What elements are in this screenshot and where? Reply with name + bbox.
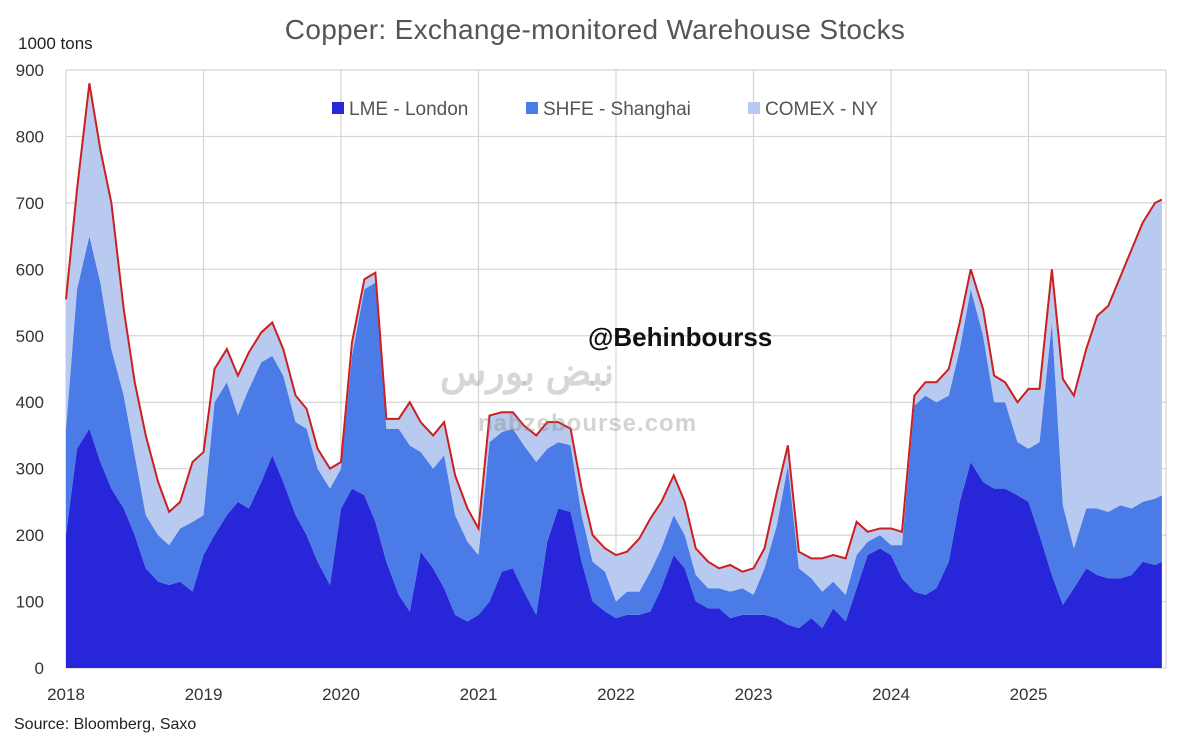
x-axis-ticks: 2018 2019 2020 2021 2022 2023 2024 2025 bbox=[47, 685, 1047, 704]
area-series-1 bbox=[66, 428, 1162, 668]
y-tick-label: 0 bbox=[35, 659, 44, 678]
x-tick-label: 2022 bbox=[597, 685, 635, 704]
total-stock-line bbox=[65, 83, 1163, 573]
x-tick-label: 2025 bbox=[1010, 685, 1048, 704]
y-tick-label: 100 bbox=[16, 593, 44, 612]
x-tick-label: 2020 bbox=[322, 685, 360, 704]
y-tick-label: 200 bbox=[16, 526, 44, 545]
x-tick-label: 2019 bbox=[185, 685, 223, 704]
source-note: Source: Bloomberg, Saxo bbox=[14, 716, 197, 733]
y-tick-label: 500 bbox=[16, 327, 44, 346]
x-tick-label: 2018 bbox=[47, 685, 85, 704]
y-tick-label: 900 bbox=[16, 61, 44, 80]
y-tick-label: 600 bbox=[16, 260, 44, 279]
watermark-persian: نبض بورس bbox=[440, 352, 615, 394]
y-tick-label: 400 bbox=[16, 393, 44, 412]
x-tick-label: 2023 bbox=[735, 685, 773, 704]
y-axis-unit-label: 1000 tons bbox=[18, 34, 93, 53]
y-axis-ticks: 0 100 200 300 400 500 600 700 800 900 bbox=[16, 61, 44, 678]
chart-title: Copper: Exchange-monitored Warehouse Sto… bbox=[284, 14, 906, 45]
legend-swatch bbox=[332, 102, 344, 114]
y-tick-label: 700 bbox=[16, 194, 44, 213]
watermark-site: nabzebourse.com bbox=[478, 410, 698, 437]
y-tick-label: 300 bbox=[16, 460, 44, 479]
x-tick-label: 2021 bbox=[460, 685, 498, 704]
legend-label: COMEX - NY bbox=[765, 99, 878, 120]
series-areas bbox=[66, 83, 1162, 668]
legend-swatch bbox=[748, 102, 760, 114]
total-line bbox=[65, 83, 1163, 573]
legend-label: SHFE - Shanghai bbox=[543, 99, 691, 120]
legend: LME - London SHFE - Shanghai COMEX - NY bbox=[332, 99, 878, 120]
legend-label: LME - London bbox=[349, 99, 468, 120]
y-tick-label: 800 bbox=[16, 127, 44, 146]
legend-swatch bbox=[526, 102, 538, 114]
watermark-handle: @Behinbourss bbox=[588, 322, 773, 352]
x-tick-label: 2024 bbox=[872, 685, 910, 704]
area-series-2 bbox=[66, 236, 1162, 629]
